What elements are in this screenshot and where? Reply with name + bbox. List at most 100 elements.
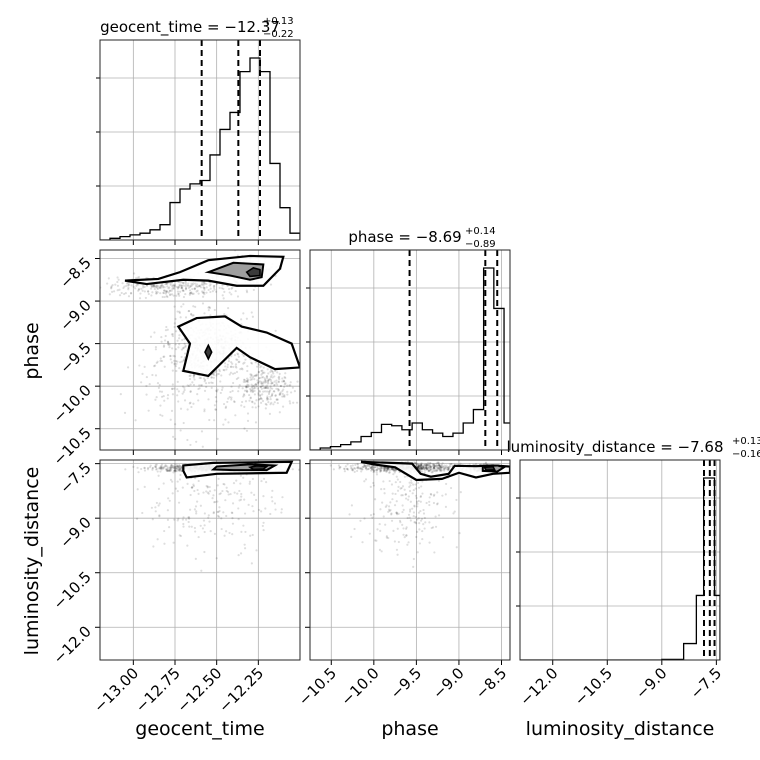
sample-point [204,378,207,381]
sample-point [316,521,318,523]
sample-point [270,496,273,499]
sample-point [444,505,448,509]
sample-point [424,466,427,470]
sample-point [231,362,234,365]
sample-point [181,385,185,388]
sample-point [420,464,424,467]
sample-point [157,487,161,490]
sample-point [212,286,216,289]
sample-point [281,389,284,393]
sample-point [222,511,225,514]
sample-point [437,461,440,464]
sample-point [182,295,186,299]
sample-point [251,376,255,379]
sample-point [150,284,153,287]
sample-point [431,464,435,468]
sample-point [203,288,206,291]
sample-point [160,390,164,393]
sample-point [428,500,431,503]
sample-point [261,369,264,372]
sample-point [410,481,413,484]
sample-point [374,466,377,469]
sample-point [447,468,450,471]
sample-point [200,384,204,387]
sample-point [213,501,216,504]
sample-point [188,309,191,313]
sample-point [176,489,179,493]
sample-point [411,492,414,495]
contour-inner [247,465,269,471]
sample-point [210,386,213,390]
sample-point [433,465,436,468]
sample-point [167,287,170,290]
sample-point [192,282,195,285]
sample-point [429,462,432,465]
sample-point [159,292,162,295]
sample-point [261,399,265,403]
sample-point [162,467,165,470]
sample-point [371,516,374,519]
sample-point [362,465,365,468]
sample-point [156,284,159,288]
sample-point [209,287,212,290]
sample-point [343,470,346,473]
sample-point [358,467,361,470]
sample-point [426,467,429,471]
x-tick-label-phase: −8.5 [472,664,510,702]
sample-point [154,506,157,509]
sample-point [176,286,180,289]
sample-point [401,504,404,507]
sample-point [241,368,244,371]
sample-point [159,286,163,289]
sample-point [261,376,265,379]
sample-point [179,290,182,293]
sample-point [353,527,356,531]
sample-point [281,405,285,408]
sample-point [184,292,187,296]
sample-point [251,505,254,508]
sample-point [392,468,395,472]
sample-point [220,388,224,391]
contour-outer [176,315,300,378]
sample-point [151,466,154,470]
sample-point [206,485,209,488]
sample-point [157,474,160,477]
sample-point [260,385,263,388]
sample-point [374,465,377,469]
sample-point [443,469,446,472]
sample-point [395,511,398,514]
sample-point [199,504,202,507]
sample-point [183,342,186,345]
sample-point [275,398,278,401]
sample-point [379,529,382,532]
sample-point [168,286,171,289]
sample-point [189,493,192,497]
sample-point [378,548,382,552]
sample-point [428,496,431,499]
sample-point [254,374,257,377]
sample-point [278,372,281,375]
sample-point [423,469,427,472]
sample-point [169,469,172,472]
sample-point [237,355,240,358]
sample-point [350,535,353,539]
histogram-phase [310,267,510,450]
sample-point [425,465,428,469]
sample-point [208,485,211,489]
sample-point [135,517,139,520]
sample-point [173,355,176,358]
sample-point [419,464,423,467]
sample-point [191,486,194,489]
sample-point [207,381,211,384]
sample-point [275,398,278,402]
sample-point [137,471,140,474]
sample-point [397,485,400,489]
sample-point [260,479,263,483]
x-tick-label-phase: −10.0 [337,664,382,709]
sample-point [148,383,151,386]
sample-point [254,383,257,386]
sample-point [375,469,378,472]
sample-point [221,386,224,389]
sample-point [146,466,150,470]
sample-point [278,393,281,396]
